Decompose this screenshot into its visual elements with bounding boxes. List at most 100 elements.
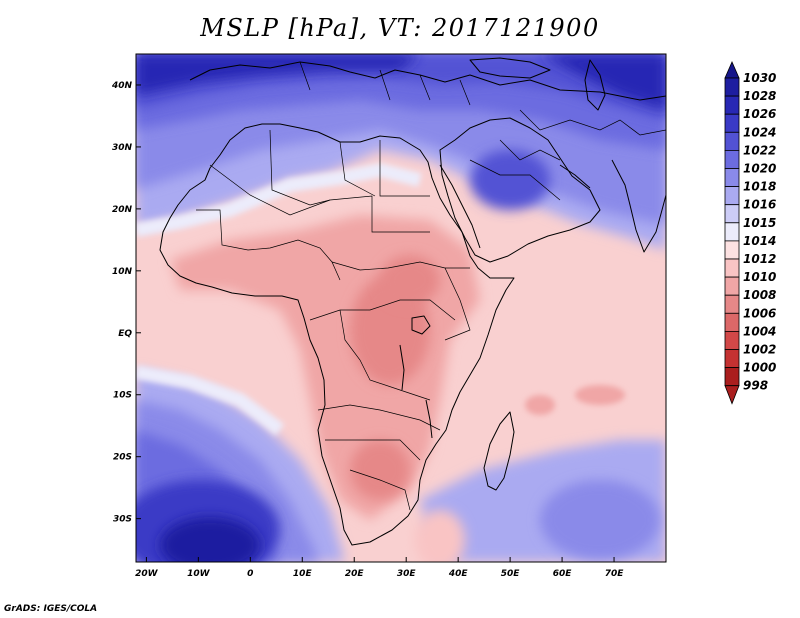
colorbar-cell (724, 258, 740, 278)
caspian-sea (584, 59, 606, 111)
border-central-3 (339, 309, 431, 401)
colorbar-label: 1004 (743, 324, 776, 338)
border-central-1 (331, 261, 470, 271)
colorbar-label: 1015 (743, 216, 776, 230)
colorbar-label: 1016 (743, 198, 776, 212)
border-west-africa (196, 209, 341, 281)
borders (196, 61, 666, 511)
mozambique-low (415, 510, 465, 562)
colorbar-cell (724, 149, 740, 169)
lat-tick-label: 10S (113, 391, 132, 401)
sudan-low (380, 255, 440, 305)
grads-credit: GrADS: IGES/COLA (4, 604, 98, 614)
colorbar-cell (724, 168, 740, 188)
lon-tick-label: 40E (448, 569, 469, 579)
lat-tick-label: EQ (118, 329, 132, 339)
colorbar-label: 1006 (743, 306, 776, 320)
colorbar-cell (724, 131, 740, 151)
colorbar-cell (724, 186, 740, 206)
colorbar-label: 1018 (743, 180, 776, 194)
border-central-2 (309, 299, 456, 321)
border-middle-east (519, 109, 666, 136)
lon-tick-label: 10E (293, 569, 313, 579)
colorbar-bottom-arrow (724, 385, 740, 405)
lat-tick-label: 20N (112, 205, 133, 215)
indian-ocean-low-patch-2 (525, 395, 555, 415)
colorbar-label: 1000 (743, 361, 776, 375)
lake-malawi (425, 399, 433, 439)
border-arabia (469, 139, 561, 201)
border-europe (299, 61, 471, 106)
lat-tick-label: 30N (112, 143, 133, 153)
isobar-band-south (136, 365, 285, 436)
border-libya-egypt (339, 140, 430, 197)
colorbar-cell (724, 330, 740, 350)
colorbar-label: 998 (743, 379, 768, 393)
colorbar-label: 1022 (743, 143, 776, 157)
black-sea (469, 57, 551, 79)
north-high-core-east (540, 54, 666, 110)
colorbar-label: 1008 (743, 288, 776, 302)
lon-tick-label: 70E (605, 569, 625, 579)
colorbar-label: 1002 (743, 343, 776, 357)
pressure-field (136, 54, 666, 562)
colorbar-label: 1030 (743, 71, 776, 85)
colorbar-label: 1010 (743, 270, 776, 284)
colorbar-top-arrow (724, 61, 740, 79)
lat-tick-label: 10N (112, 267, 133, 277)
lon-tick-label: 20E (345, 569, 365, 579)
colorbar-cell (724, 312, 740, 332)
lake-tanganyika (399, 344, 405, 391)
red-sea (439, 164, 481, 249)
colorbar-label: 1014 (743, 234, 776, 248)
border-sahara-2 (269, 129, 331, 206)
lon-tick-label: 50E (501, 569, 521, 579)
europe-coast (189, 61, 666, 101)
colorbar-label: 1024 (743, 125, 776, 139)
map-frame (135, 53, 667, 563)
lat-tick-label: 20S (113, 453, 132, 463)
colorbar-cell (724, 367, 740, 387)
colorbar-cell (724, 204, 740, 224)
colorbar-cell (724, 95, 740, 115)
colorbar: 1030 1028 1026 1024 1022 1020 1018 1016 1015 1014… (724, 61, 776, 405)
border-east-africa (444, 267, 471, 341)
map-title: MSLP [hPa], VT: 2017121900 (200, 14, 600, 42)
colorbar-cell (724, 77, 740, 97)
lake-victoria (411, 315, 431, 335)
border-southern-3 (349, 469, 411, 511)
border-southern-2 (325, 439, 421, 461)
india-coast (611, 159, 666, 253)
southern-africa-low (350, 440, 410, 500)
lon-tick-label: 0 (247, 569, 253, 579)
lon-tick-label: 10W (187, 569, 211, 579)
border-southern-1 (317, 404, 441, 431)
lon-tick-label: 30E (397, 569, 417, 579)
south-atlantic-core (160, 517, 260, 562)
latitude-ticks: 40N 30N 20N 10N EQ 10S 20S 30S (111, 81, 141, 525)
colorbar-cell (724, 294, 740, 314)
lon-tick-label: 20W (135, 569, 159, 579)
arabia-high (470, 150, 550, 210)
lon-tick-label: 60E (553, 569, 573, 579)
coastlines (159, 57, 666, 546)
colorbar-cell (724, 240, 740, 260)
lat-tick-label: 40N (111, 81, 133, 91)
colorbar-cell (724, 276, 740, 296)
colorbar-cell (724, 222, 740, 242)
north-high-core-west (136, 54, 420, 95)
madagascar (483, 411, 515, 491)
indian-ocean-core (540, 480, 660, 560)
persian-gulf (559, 164, 591, 189)
colorbar-label: 1012 (743, 252, 776, 266)
lat-tick-label: 30S (113, 515, 132, 525)
colorbar-label: 1026 (743, 107, 776, 121)
colorbar-cell (724, 349, 740, 369)
indian-ocean-low-patch (575, 385, 625, 405)
longitude-ticks: 20W 10W 0 10E 20E 30E 40E 50E 60E 70E (135, 557, 624, 579)
colorbar-label: 1020 (743, 162, 776, 176)
colorbar-cell (724, 113, 740, 133)
arabia-coast (439, 117, 601, 263)
africa-coastline (159, 123, 515, 546)
